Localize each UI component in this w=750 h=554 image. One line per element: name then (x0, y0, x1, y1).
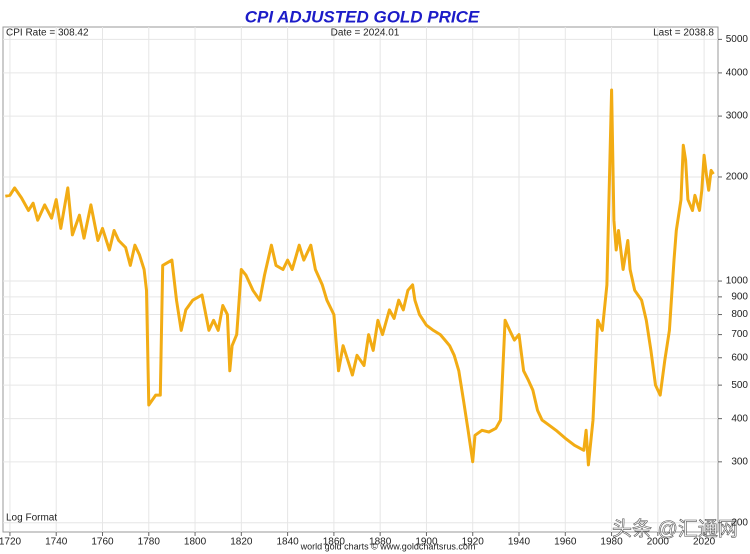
x-tick-label: 1960 (554, 537, 577, 548)
watermark: 头条 @汇通网 (612, 517, 738, 540)
x-tick-label: 1980 (600, 537, 623, 548)
x-tick-label: 1880 (369, 537, 392, 548)
x-tick-label: 2020 (693, 537, 716, 548)
y-tick-label: 200 (731, 517, 748, 528)
price-line (5, 88, 715, 467)
x-tick-label: 1840 (276, 537, 299, 548)
x-tick-label: 1720 (0, 537, 22, 548)
y-tick-label: 4000 (726, 68, 749, 79)
chart-title: CPI ADJUSTED GOLD PRICE (245, 7, 480, 26)
y-tick-label: 300 (731, 456, 748, 467)
last: Last = 2038.8 (653, 28, 714, 39)
y-tick-label: 500 (731, 380, 748, 391)
source: world gold charts © www.goldchartsrus.co… (300, 541, 476, 551)
x-tick-label: 1820 (230, 537, 253, 548)
x-tick-label: 1780 (138, 537, 161, 548)
y-tick-label: 2000 (726, 172, 749, 183)
lines (5, 88, 715, 467)
y-tick-label: 1000 (726, 276, 749, 287)
cpi-rate: CPI Rate = 308.42 (6, 28, 89, 39)
x-tick-label: 1940 (508, 537, 531, 548)
y-tick-label: 3000 (726, 111, 749, 122)
x-tick-label: 2000 (647, 537, 670, 548)
log-format: Log Format (6, 513, 57, 524)
y-tick-label: 5000 (726, 34, 749, 45)
x-tick-label: 1920 (462, 537, 485, 548)
y-tick-label: 400 (731, 413, 748, 424)
date: Date = 2024.01 (331, 28, 400, 39)
x-tick-label: 1860 (323, 537, 346, 548)
y-tick-label: 600 (731, 352, 748, 363)
x-tick-label: 1760 (91, 537, 114, 548)
y-tick-label: 800 (731, 309, 748, 320)
x-tick-label: 1740 (45, 537, 68, 548)
plot-area (2, 26, 719, 533)
y-tick-label: 900 (731, 292, 748, 303)
x-tick-label: 1800 (184, 537, 207, 548)
x-tick-label: 1900 (415, 537, 438, 548)
y-tick-label: 700 (731, 329, 748, 340)
